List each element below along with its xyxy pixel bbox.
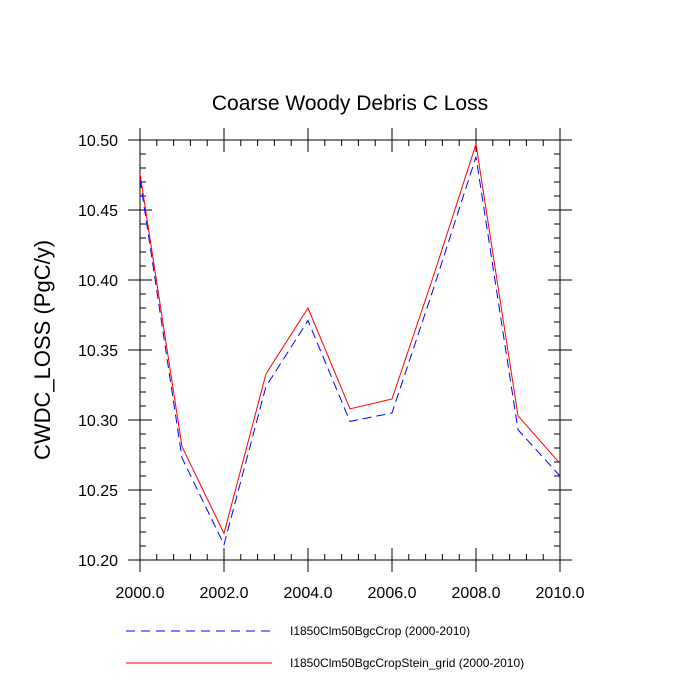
x-tick-label: 2002.0 <box>200 585 249 602</box>
plot-frame <box>139 139 561 561</box>
y-tick-label: 10.25 <box>78 483 118 500</box>
y-tick-label: 10.35 <box>78 343 118 360</box>
y-tick-label: 10.40 <box>78 273 118 290</box>
axes: 2000.0 2002.0 2004.0 2006.0 2008.0 2010.0 10.2… <box>78 128 585 602</box>
x-tick-label: 2010.0 <box>536 585 585 602</box>
y-tick-label: 10.50 <box>78 133 118 150</box>
legend: I1850Clm50BgcCrop (2000-2010) I1850Clm50B… <box>126 624 524 670</box>
chart-title: Coarse Woody Debris C Loss <box>212 92 488 115</box>
plot-series <box>139 144 561 547</box>
x-tick-label: 2006.0 <box>368 585 417 602</box>
y-axis-label: CWDC_LOSS (PgC/y) <box>30 240 55 460</box>
series-line-2 <box>139 144 561 535</box>
series-line-1 <box>139 156 561 547</box>
y-tick-label: 10.20 <box>78 553 118 570</box>
x-tick-label: 2000.0 <box>116 585 165 602</box>
legend-label-2: I1850Clm50BgcCropStein_grid (2000-2010) <box>290 656 524 670</box>
x-tick-label: 2004.0 <box>284 585 333 602</box>
legend-label-1: I1850Clm50BgcCrop (2000-2010) <box>290 624 470 638</box>
y-tick-label: 10.30 <box>78 413 118 430</box>
x-tick-label: 2008.0 <box>452 585 501 602</box>
y-tick-label: 10.45 <box>78 203 118 220</box>
